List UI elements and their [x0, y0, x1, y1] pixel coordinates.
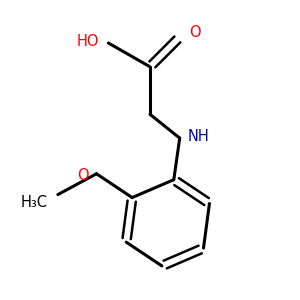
- Text: NH: NH: [187, 129, 209, 144]
- Text: O: O: [77, 168, 89, 183]
- Text: HO: HO: [77, 34, 100, 49]
- Text: H₃C: H₃C: [20, 194, 47, 209]
- Text: O: O: [189, 25, 200, 40]
